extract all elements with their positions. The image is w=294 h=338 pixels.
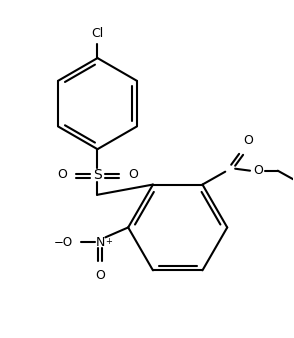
Text: O: O	[253, 164, 263, 177]
Text: O: O	[128, 168, 138, 182]
Text: O: O	[243, 134, 253, 147]
Text: Cl: Cl	[91, 27, 103, 40]
Text: −O: −O	[54, 236, 73, 249]
Text: O: O	[57, 168, 67, 182]
Text: O: O	[96, 269, 105, 282]
Text: +: +	[105, 237, 112, 246]
Text: N: N	[96, 236, 105, 249]
Text: S: S	[93, 168, 102, 182]
